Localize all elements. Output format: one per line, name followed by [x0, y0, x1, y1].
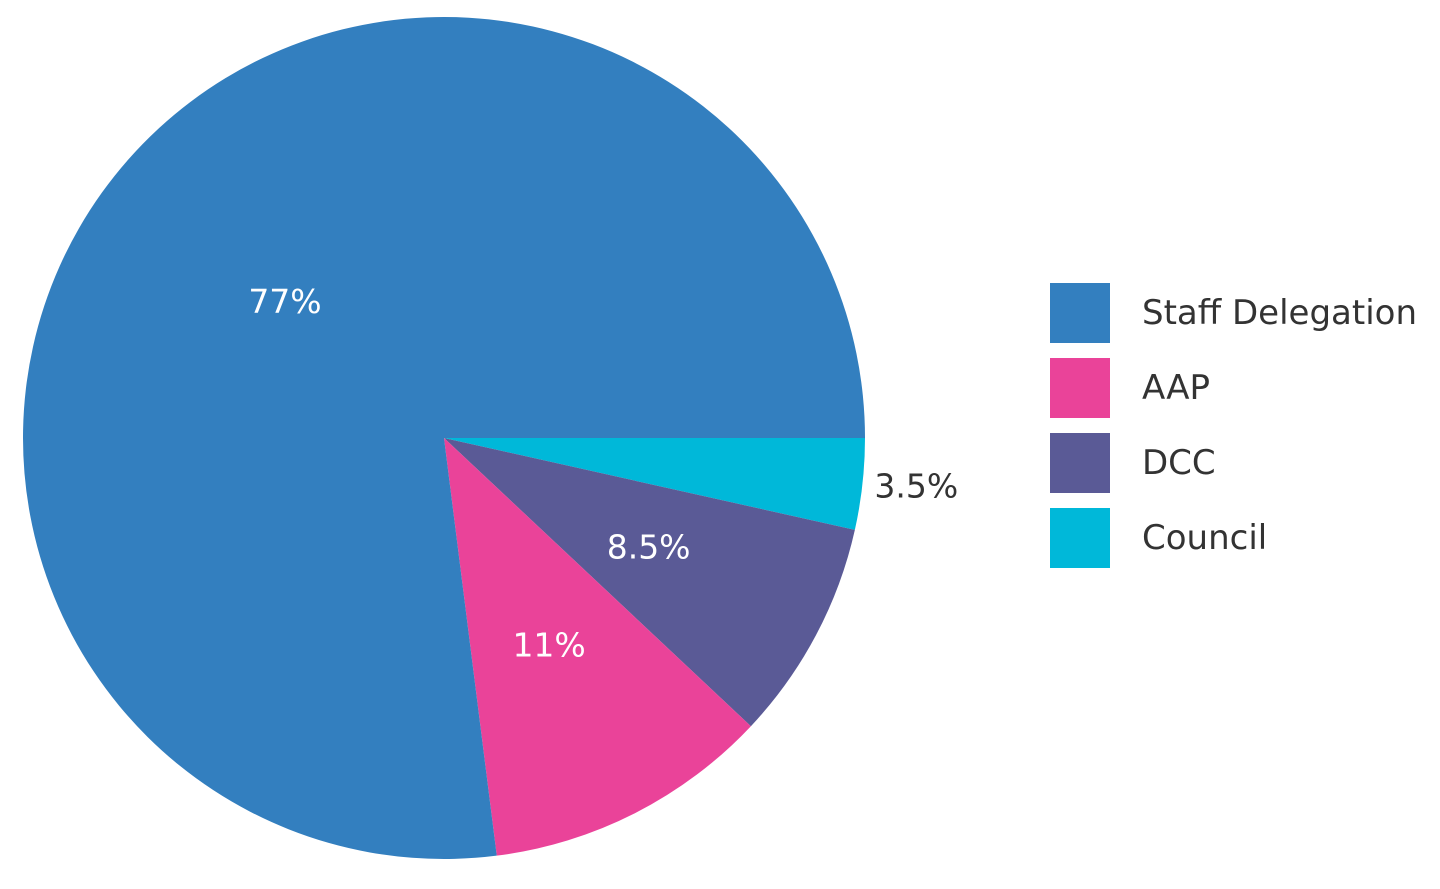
legend-label: DCC	[1142, 443, 1216, 483]
pie-slice-council	[444, 438, 865, 530]
legend-swatch	[1050, 433, 1110, 493]
legend-label: Council	[1142, 518, 1268, 558]
pie-slice-staff-delegation	[23, 17, 865, 860]
legend-swatch	[1050, 358, 1110, 418]
legend-swatch	[1050, 283, 1110, 343]
legend-label: Staff Delegation	[1142, 293, 1417, 333]
legend-item-council: Council	[1050, 508, 1417, 568]
legend-swatch	[1050, 508, 1110, 568]
slice-label: 8.5%	[607, 527, 691, 566]
pie-slices	[23, 17, 865, 860]
pie-slice-aap	[444, 438, 751, 856]
slice-label: 77%	[248, 282, 321, 321]
pie-labels: 3.5% 8.5% 11% 77%	[248, 282, 958, 664]
legend-label: AAP	[1142, 368, 1210, 408]
pie-slice-dcc	[444, 438, 855, 727]
legend-item-dcc: DCC	[1050, 433, 1417, 493]
slice-label: 3.5%	[874, 467, 958, 506]
legend-item-aap: AAP	[1050, 358, 1417, 418]
slice-label: 11%	[512, 625, 585, 664]
legend-item-staff-delegation: Staff Delegation	[1050, 283, 1417, 343]
legend: Staff Delegation AAP DCC Council	[1050, 283, 1417, 583]
